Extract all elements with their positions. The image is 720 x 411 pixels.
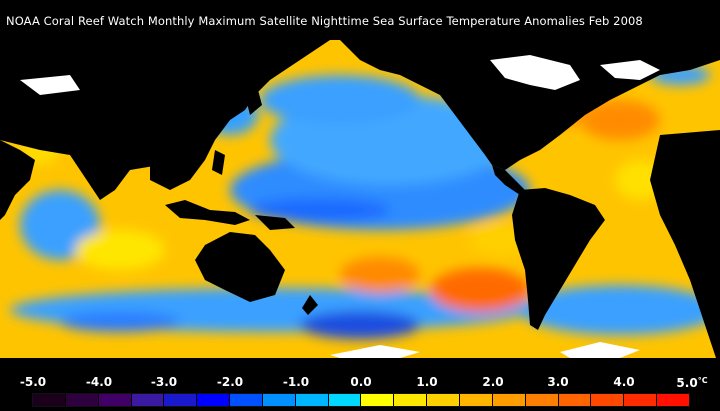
sea-ice [20, 55, 660, 358]
colorbar [32, 393, 690, 407]
land-new-guinea [255, 215, 295, 230]
tick-label: -2.0 [216, 375, 244, 389]
tick-label: 1.0 [416, 375, 438, 389]
colorbar-swatch [65, 394, 99, 406]
colorbar-swatch [394, 394, 428, 406]
land-south-america [512, 188, 605, 330]
colorbar-swatch [624, 394, 658, 406]
tick-label: 3.0 [547, 375, 569, 389]
land-japan [245, 90, 262, 115]
land-asia-east [150, 40, 330, 190]
colorbar-swatch [591, 394, 625, 406]
colorbar-swatch [492, 394, 526, 406]
colorbar-tick-labels: -5.0 -4.0 -3.0 -2.0 -1.0 0.0 1.0 2.0 3.0… [0, 375, 720, 393]
land-australia [195, 232, 285, 302]
tick-label: -3.0 [150, 375, 178, 389]
colorbar-swatch [164, 394, 198, 406]
tick-label-value: 5.0 [676, 376, 698, 390]
land-philippines [212, 150, 225, 175]
tick-label: 4.0 [613, 375, 635, 389]
colorbar-swatch [525, 394, 559, 406]
colorbar-swatch [657, 394, 689, 406]
tick-label: -4.0 [85, 375, 113, 389]
tick-label: 0.0 [350, 375, 372, 389]
colorbar-swatch [328, 394, 362, 406]
colorbar-swatch [262, 394, 296, 406]
unit-label: °C [697, 376, 708, 385]
map-title: NOAA Coral Reef Watch Monthly Maximum Sa… [6, 14, 643, 28]
colorbar-swatch [558, 394, 592, 406]
colorbar-swatch [427, 394, 460, 406]
colorbar-swatch [459, 394, 493, 406]
land-antarctica [0, 358, 720, 370]
colorbar-swatch [131, 394, 165, 406]
tick-label: -1.0 [282, 375, 310, 389]
land-africa-west [650, 130, 720, 370]
land-new-zealand [302, 295, 318, 315]
land-central-america [492, 165, 525, 195]
colorbar-swatch [230, 394, 263, 406]
colorbar-swatch [361, 394, 395, 406]
anomaly-patches [10, 65, 720, 339]
colorbar-swatch [295, 394, 329, 406]
land-africa-east [0, 140, 35, 220]
land-indonesia [165, 200, 250, 225]
sst-anomaly-map [0, 40, 720, 370]
colorbar-swatch [33, 394, 66, 406]
tick-label-max: 5.0°C [676, 375, 707, 390]
tick-label: 2.0 [482, 375, 504, 389]
tick-label: -5.0 [19, 375, 47, 389]
colorbar-swatch [98, 394, 132, 406]
colorbar-swatch [197, 394, 231, 406]
